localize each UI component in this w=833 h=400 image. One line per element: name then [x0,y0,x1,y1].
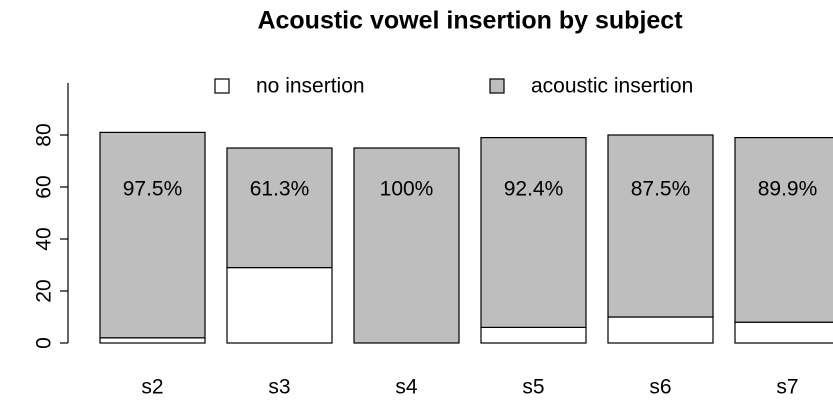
bar-segment [607,134,714,318]
x-tick-label: s6 [649,376,671,399]
bar-segment [226,147,333,269]
bar-label: 92.4% [504,178,564,201]
x-tick-label: s7 [776,376,798,399]
bar-segment [480,326,587,344]
legend-swatch [214,78,230,94]
x-tick-label: s3 [268,376,290,399]
legend-swatch [489,78,505,94]
bar-segment [607,316,714,344]
bar-segment [226,267,333,344]
bar-label: 100% [380,178,434,201]
chart-title: Acoustic vowel insertion by subject [257,7,683,35]
bar-label: 97.5% [123,178,183,201]
x-tick-label: s5 [522,376,544,399]
y-tick-label: 60 [33,175,56,198]
y-tick-label: 0 [33,337,56,349]
bar-segment [734,137,833,323]
y-tick-label: 80 [33,123,56,146]
bar-segment [99,337,206,344]
bar-segment [99,131,206,339]
y-tick-label: 20 [33,279,56,302]
y-tick-label: 40 [33,227,56,250]
x-tick-label: s2 [141,376,163,399]
x-tick-label: s4 [395,376,418,399]
bar-segment [480,137,587,329]
legend-label: acoustic insertion [531,75,693,98]
bar-segment [353,147,460,344]
legend-label: no insertion [256,75,365,98]
bar-segment [734,321,833,344]
bar-label: 89.9% [758,178,818,201]
bar-label: 61.3% [250,178,310,201]
bar-label: 87.5% [631,178,691,201]
